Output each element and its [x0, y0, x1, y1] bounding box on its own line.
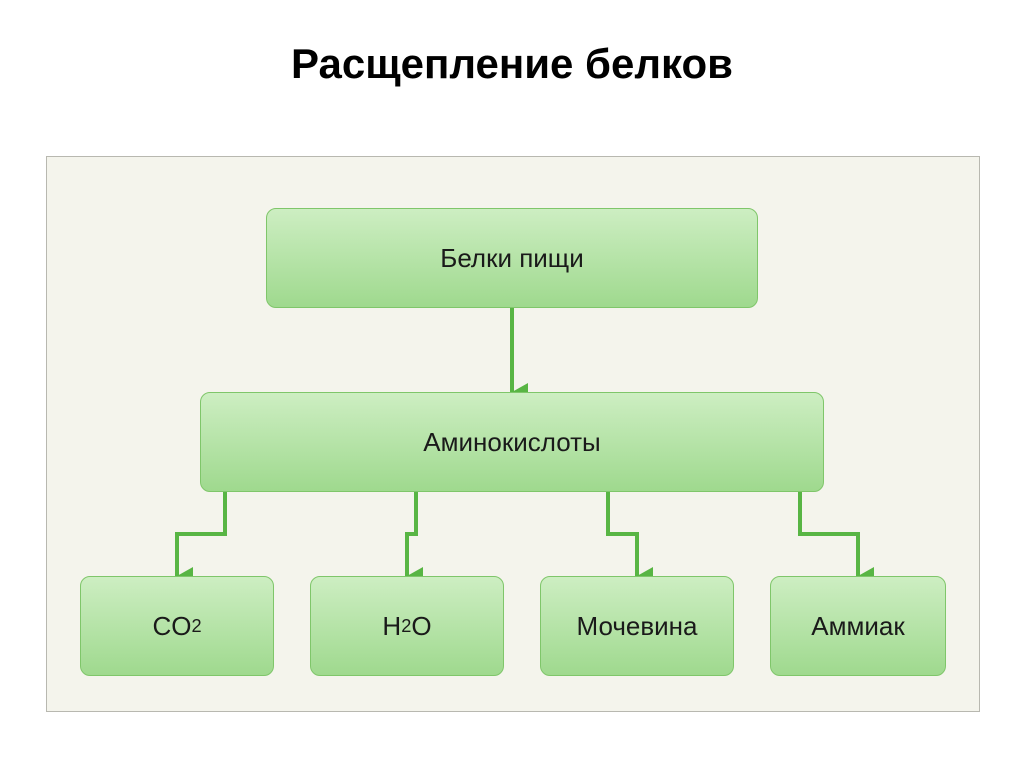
slide-title: Расщепление белков	[0, 40, 1024, 88]
node-n5: Мочевина	[540, 576, 734, 676]
node-n2: Аминокислоты	[200, 392, 824, 492]
node-n6: Аммиак	[770, 576, 946, 676]
node-n1: Белки пищи	[266, 208, 758, 308]
node-n3: CO2	[80, 576, 274, 676]
slide: Расщепление белков Белки пищи Аминокислот…	[0, 0, 1024, 768]
node-n4: H2O	[310, 576, 504, 676]
